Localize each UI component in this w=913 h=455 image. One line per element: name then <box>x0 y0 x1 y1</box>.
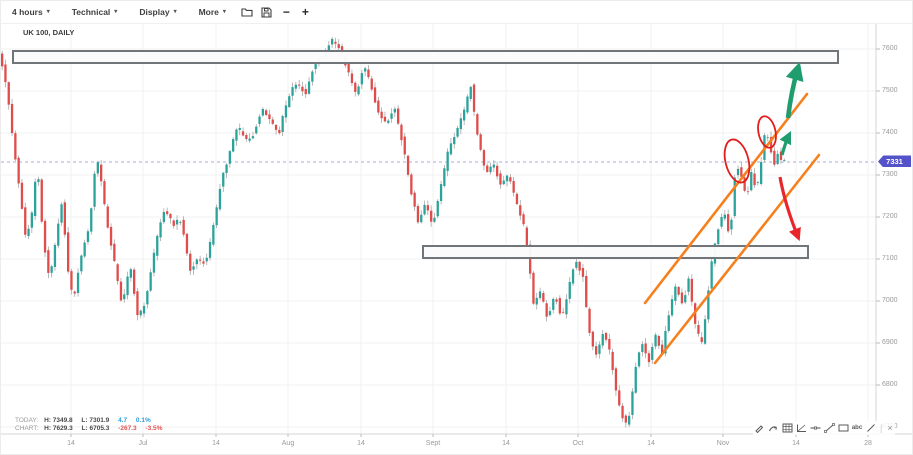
chart-range-label: CHART: <box>15 425 39 432</box>
text-tool-icon[interactable]: abc <box>851 425 863 431</box>
price-tick-label: 7000 <box>882 297 898 304</box>
chevron-down-icon: ▾ <box>222 9 226 15</box>
chart-low: L: 6705.3 <box>81 425 110 432</box>
support-zone <box>422 245 809 259</box>
grid-table-icon[interactable] <box>781 422 793 435</box>
gridlines <box>1 24 876 434</box>
save-icon[interactable] <box>257 1 277 23</box>
trendline-icon[interactable] <box>823 422 835 435</box>
chart-high: H: 7629.3 <box>44 425 73 432</box>
up-arrow-large <box>785 61 804 119</box>
trend-channel[interactable] <box>643 92 821 365</box>
symbol-label: UK 100, DAILY <box>23 28 75 37</box>
date-tick-label: 14 <box>792 440 800 447</box>
date-tick-label: Jul <box>138 440 148 447</box>
chevron-down-icon: ▾ <box>173 9 177 15</box>
timeframe-dropdown[interactable]: 4 hours ▾ <box>1 1 61 23</box>
pen-tool-icon[interactable] <box>753 422 765 435</box>
technical-label: Technical <box>71 7 111 17</box>
open-folder-icon[interactable] <box>237 1 257 23</box>
timeframe-label: 4 hours <box>12 7 43 17</box>
more-dropdown[interactable]: More ▾ <box>188 1 237 23</box>
up-arrow-small <box>779 130 792 156</box>
date-tick-label: 14 <box>647 440 655 447</box>
channel-lower <box>653 153 821 365</box>
down-arrow <box>778 176 801 242</box>
direction-arrows[interactable] <box>778 61 804 242</box>
candlestick-series <box>1 37 786 428</box>
technical-dropdown[interactable]: Technical ▾ <box>61 1 129 23</box>
chevron-down-icon: ▾ <box>114 9 118 15</box>
price-tick-label: 7300 <box>882 171 898 178</box>
chart-status-row: CHART: H: 7629.3 L: 6705.3 -267.3 -3.5% <box>15 425 169 432</box>
more-label: More <box>198 7 219 17</box>
last-price-badge: 7331 <box>878 155 911 168</box>
zoom-out-button[interactable]: − <box>282 5 290 19</box>
chevron-down-icon: ▾ <box>46 9 50 15</box>
date-tick-label: Oct <box>572 440 584 447</box>
date-tick-label: Sept <box>425 440 441 447</box>
price-tick-label: 7100 <box>882 255 898 262</box>
today-status-row: TODAY: H: 7349.8 L: 7301.9 4.7 0.1% <box>15 417 158 424</box>
date-tick-label: 14 <box>212 440 220 447</box>
chart-change: -267.3 <box>118 425 137 432</box>
price-tick-label: 6800 <box>882 381 898 388</box>
today-change-pct: 0.1% <box>135 417 151 424</box>
price-tick-label: 7400 <box>882 129 898 136</box>
price-tick-label: 6900 <box>882 339 898 346</box>
price-zones[interactable] <box>12 50 839 259</box>
highlight-ellipse-2 <box>757 115 777 149</box>
price-tick-label: 7200 <box>882 213 898 220</box>
price-tick-label: 7500 <box>882 87 898 94</box>
drawing-toolbar: abc | × <box>753 421 895 435</box>
date-tick-label: Nov <box>716 440 730 447</box>
date-tick-label: 14 <box>67 440 75 447</box>
chart-change-pct: -3.5% <box>145 425 163 432</box>
resistance-zone <box>12 50 839 64</box>
angle-tool-icon[interactable] <box>795 422 807 435</box>
display-label: Display <box>139 7 170 17</box>
date-tick-label: 14 <box>357 440 365 447</box>
horizontal-line-icon[interactable] <box>809 422 821 435</box>
rectangle-tool-icon[interactable] <box>837 422 849 435</box>
today-change: 4.7 <box>118 417 128 424</box>
close-toolbar-icon[interactable]: × <box>887 423 893 433</box>
curved-arrow-icon[interactable] <box>767 422 779 435</box>
highlight-ellipses[interactable] <box>721 115 779 186</box>
date-tick-label: 14 <box>502 440 510 447</box>
channel-upper <box>643 92 809 305</box>
display-dropdown[interactable]: Display ▾ <box>128 1 187 23</box>
today-low: L: 7301.9 <box>81 417 110 424</box>
highlight-ellipse-1 <box>723 138 751 184</box>
line-tool-icon[interactable] <box>865 422 877 435</box>
toolbar-separator: | <box>880 423 883 433</box>
date-tick-label: Aug <box>281 440 295 447</box>
top-toolbar: 4 hours ▾ Technical ▾ Display ▾ More ▾ −… <box>1 1 912 24</box>
today-label: TODAY: <box>15 417 39 424</box>
today-high: H: 7349.8 <box>44 417 73 424</box>
price-tick-label: 7600 <box>882 45 898 52</box>
zoom-in-button[interactable]: + <box>301 5 309 19</box>
date-tick-label: 28 <box>864 440 872 447</box>
